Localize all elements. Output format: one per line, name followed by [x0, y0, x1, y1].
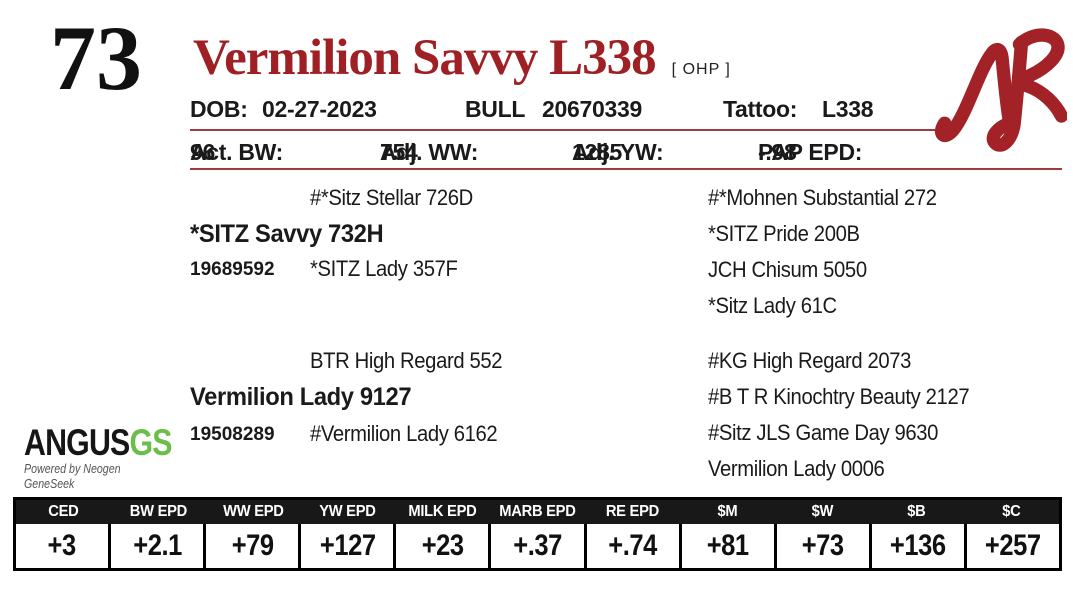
- tattoo-value: L338: [822, 96, 874, 122]
- tattoo-label: Tattoo:: [723, 96, 798, 122]
- epd-header-dc: $C: [1002, 503, 1021, 520]
- angus-text: ANGUS: [24, 422, 130, 463]
- dob-label: DOB:: [190, 96, 248, 122]
- epd-header-yw: YW EPD: [319, 503, 377, 520]
- epd-header-marb: MARB EPD: [499, 503, 576, 520]
- adj-ww-label: Adj. WW:: [380, 139, 479, 165]
- dam-sire: BTR High Regard 552: [310, 348, 503, 373]
- dam-ancestor-4: Vermilion Lady 0006: [708, 456, 885, 481]
- epd-value-yw: +127: [301, 524, 397, 568]
- epd-value-marb: +.37: [491, 524, 587, 568]
- registration-number: 20670339: [542, 96, 642, 122]
- vermilion-ranch-brand-icon: [935, 28, 1067, 152]
- epd-value-milk: +23: [396, 524, 492, 568]
- ohp-tag: [ OHP ]: [671, 61, 731, 78]
- angus-gs-logo: ANGUSGS Powered by Neogen GeneSeek: [24, 422, 173, 491]
- dam-ancestor-2: #B T R Kinochtry Beauty 2127: [708, 384, 970, 409]
- epd-value-dc: +257: [985, 529, 1041, 562]
- epd-header-milk: MILK EPD: [408, 503, 477, 520]
- epd-value-re: +.74: [587, 524, 682, 568]
- epd-header-bw: BW EPD: [129, 503, 188, 520]
- animal-name: Vermilion Savvy L338: [193, 30, 657, 86]
- epd-header-dw: $W: [811, 503, 833, 520]
- sire-ancestor-3: JCH Chisum 5050: [708, 257, 867, 282]
- epd-header-ced: CED: [48, 503, 79, 520]
- angus-gs-wordmark: ANGUSGS: [24, 422, 173, 463]
- sire-ancestor-4: *Sitz Lady 61C: [708, 293, 837, 318]
- weights-row: Act. BW: 96 Adj. WW: 754 Adj. YW: 1285 P…: [190, 139, 1070, 165]
- epd-header-db: $B: [907, 503, 927, 520]
- epd-value-dw: +73: [777, 524, 872, 568]
- epd-header-dm: $M: [717, 503, 738, 520]
- sire-ancestor-1: #*Mohnen Substantial 272: [708, 185, 937, 210]
- epd-table-header: CED BW EPD WW EPD YW EPD MILK EPD MARB E…: [16, 500, 1059, 524]
- dob-value: 02-27-2023: [262, 96, 377, 122]
- title-row: Vermilion Savvy L338 [ OHP ]: [193, 33, 731, 84]
- dam-registration: 19508289: [190, 424, 275, 445]
- sire-ancestor-2: *SITZ Pride 200B: [708, 221, 860, 246]
- pap-epd-value: -.98: [758, 139, 797, 165]
- lot-number: 73: [50, 7, 142, 109]
- divider-rule-top: [190, 129, 935, 131]
- epd-value-bw: +2.1: [111, 524, 207, 568]
- adj-yw-value: 1285: [572, 139, 622, 165]
- dam-ancestor-1: #KG High Regard 2073: [708, 348, 912, 373]
- epd-table: CED BW EPD WW EPD YW EPD MILK EPD MARB E…: [13, 497, 1062, 571]
- dam-ancestor-3: #Sitz JLS Game Day 9630: [708, 420, 939, 445]
- dam-dam: #Vermilion Lady 6162: [310, 421, 498, 446]
- epd-value-ww: +79: [206, 524, 302, 568]
- epd-header-re: RE EPD: [605, 503, 659, 520]
- epd-table-values: +3 +2.1 +79 +127 +23 +.37 +.74 +81 +73 +…: [16, 524, 1059, 568]
- adj-yw-label: Adj. YW:: [572, 139, 664, 165]
- act-bw-value: 96: [190, 139, 215, 165]
- identity-row: DOB: 02-27-2023 BULL 20670339 Tattoo: L3…: [190, 96, 940, 122]
- pap-epd-label: PAP EPD:: [758, 139, 863, 165]
- act-bw-label: Act. BW:: [190, 139, 284, 165]
- sire-sire: #*Sitz Stellar 726D: [310, 185, 473, 210]
- sire-dam: *SITZ Lady 357F: [310, 256, 458, 281]
- divider-rule-bottom: [190, 168, 1062, 170]
- sire-name: *SITZ Savvy 732H: [190, 220, 384, 248]
- epd-value-ced: +3: [16, 524, 112, 568]
- epd-value-db: +136: [872, 524, 967, 568]
- gs-text: GS: [129, 422, 172, 463]
- epd-value-dm: +81: [682, 524, 777, 568]
- epd-header-ww: WW EPD: [222, 503, 284, 520]
- sire-registration: 19689592: [190, 259, 275, 280]
- angus-tagline: Powered by Neogen GeneSeek: [24, 461, 121, 491]
- adj-ww-value: 754: [380, 139, 418, 165]
- sex-label: BULL: [465, 96, 526, 122]
- dam-name: Vermilion Lady 9127: [190, 383, 412, 411]
